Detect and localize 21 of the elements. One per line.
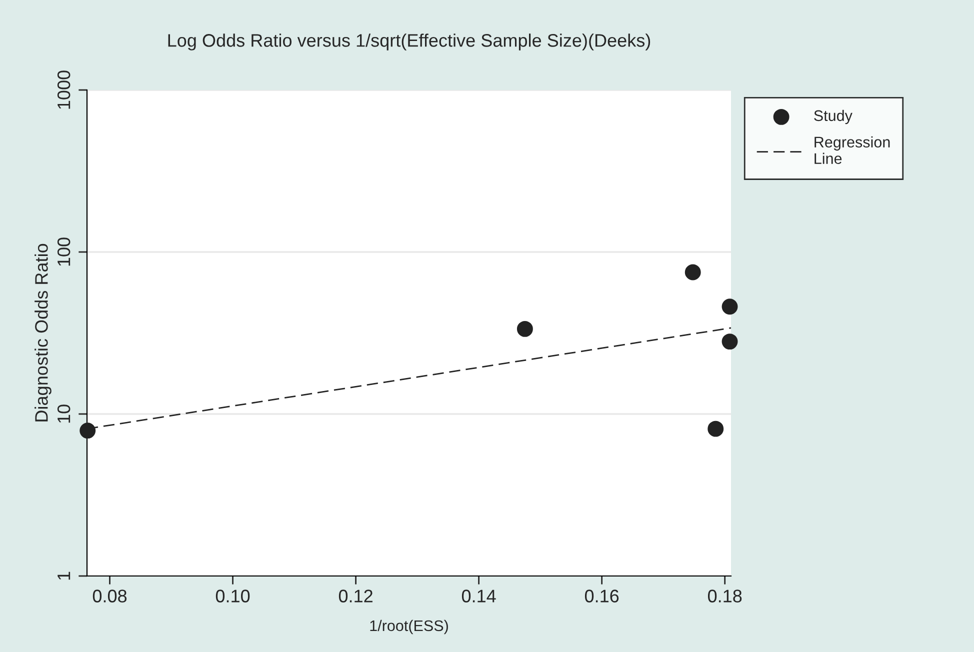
x-tick-label: 0.10 bbox=[216, 590, 250, 602]
y-tick-label: 1 bbox=[58, 572, 70, 580]
point bbox=[80, 422, 96, 439]
point bbox=[722, 298, 738, 315]
x-tick-label: 0.18 bbox=[708, 590, 742, 602]
point bbox=[708, 420, 724, 437]
x-tick-label: 0.08 bbox=[92, 590, 127, 602]
point bbox=[516, 320, 533, 337]
y-tick-label: 1000 bbox=[57, 70, 70, 109]
y-tick-label: 100 bbox=[57, 238, 70, 266]
point bbox=[684, 264, 701, 280]
x-tick-label: 0.14 bbox=[462, 590, 496, 602]
x-axis-title: 1/root(ESS) bbox=[370, 620, 448, 634]
y-axis-title: Diagnostic Odds Ratio bbox=[34, 244, 52, 422]
legend-label: Study bbox=[814, 110, 852, 124]
x-tick-label: 0.16 bbox=[584, 590, 619, 602]
chart-title: Log Odds Ratio versus 1/sqrt(Effective Sample Size)(Deeks) bbox=[168, 34, 650, 50]
y-tick-label: 10 bbox=[57, 404, 70, 423]
point bbox=[722, 334, 738, 350]
legend-label: Regression Line bbox=[814, 136, 890, 164]
x-tick-label: 0.12 bbox=[338, 590, 372, 602]
